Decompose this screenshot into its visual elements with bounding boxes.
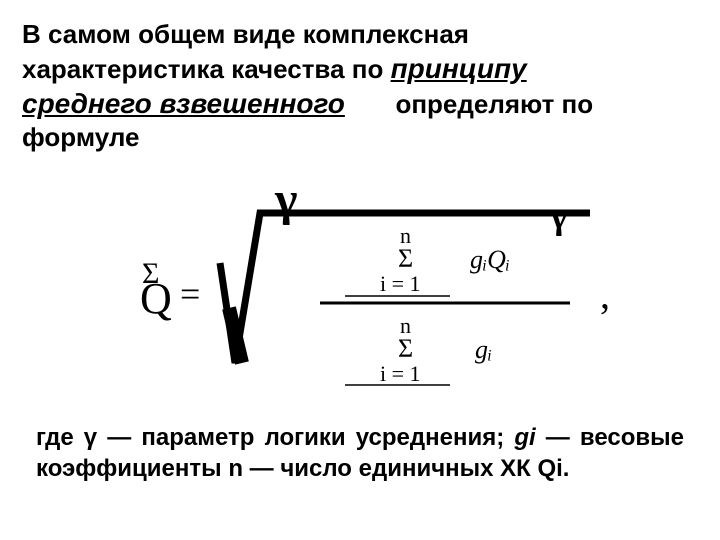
formula-equals: = <box>180 274 200 314</box>
formula-i1-top: i = 1 <box>380 271 421 296</box>
formula-comma: , <box>600 272 610 317</box>
intro-line3b: определяют по <box>395 89 593 119</box>
formula-i1-bot: i = 1 <box>380 361 421 386</box>
formula-block: Q Σ = γ γ n Σ i = 1 gᵢQᵢ n Σ i = 1 <box>22 173 698 413</box>
formula-sigma-over-Q: Σ <box>142 257 159 290</box>
formula-gamma-right: γ <box>549 195 568 237</box>
formula-sigma-bot: Σ <box>398 334 413 363</box>
explain-paragraph: где γ — параметр логики усреднения; gi —… <box>22 423 698 484</box>
explain-gamma: γ <box>84 424 97 451</box>
intro-line4: формуле <box>22 122 139 152</box>
intro-paragraph: В самом общем виде комплексная характери… <box>22 18 698 153</box>
formula-svg: Q Σ = γ γ n Σ i = 1 gᵢQᵢ n Σ i = 1 <box>80 173 640 413</box>
intro-line1: В самом общем виде комплексная <box>22 19 469 49</box>
explain-gi: gi <box>514 424 535 451</box>
formula-gamma-left: γ <box>274 173 297 226</box>
intro-line2-ui: принципу <box>391 53 527 84</box>
formula-g-bot: gᵢ <box>475 335 492 364</box>
intro-line2a: характеристика качества по <box>22 54 391 84</box>
formula-sigma-top: Σ <box>398 244 413 273</box>
intro-line3-ui: среднего взвешенного <box>22 88 345 119</box>
formula-gQ-top: gᵢQᵢ <box>470 245 510 274</box>
